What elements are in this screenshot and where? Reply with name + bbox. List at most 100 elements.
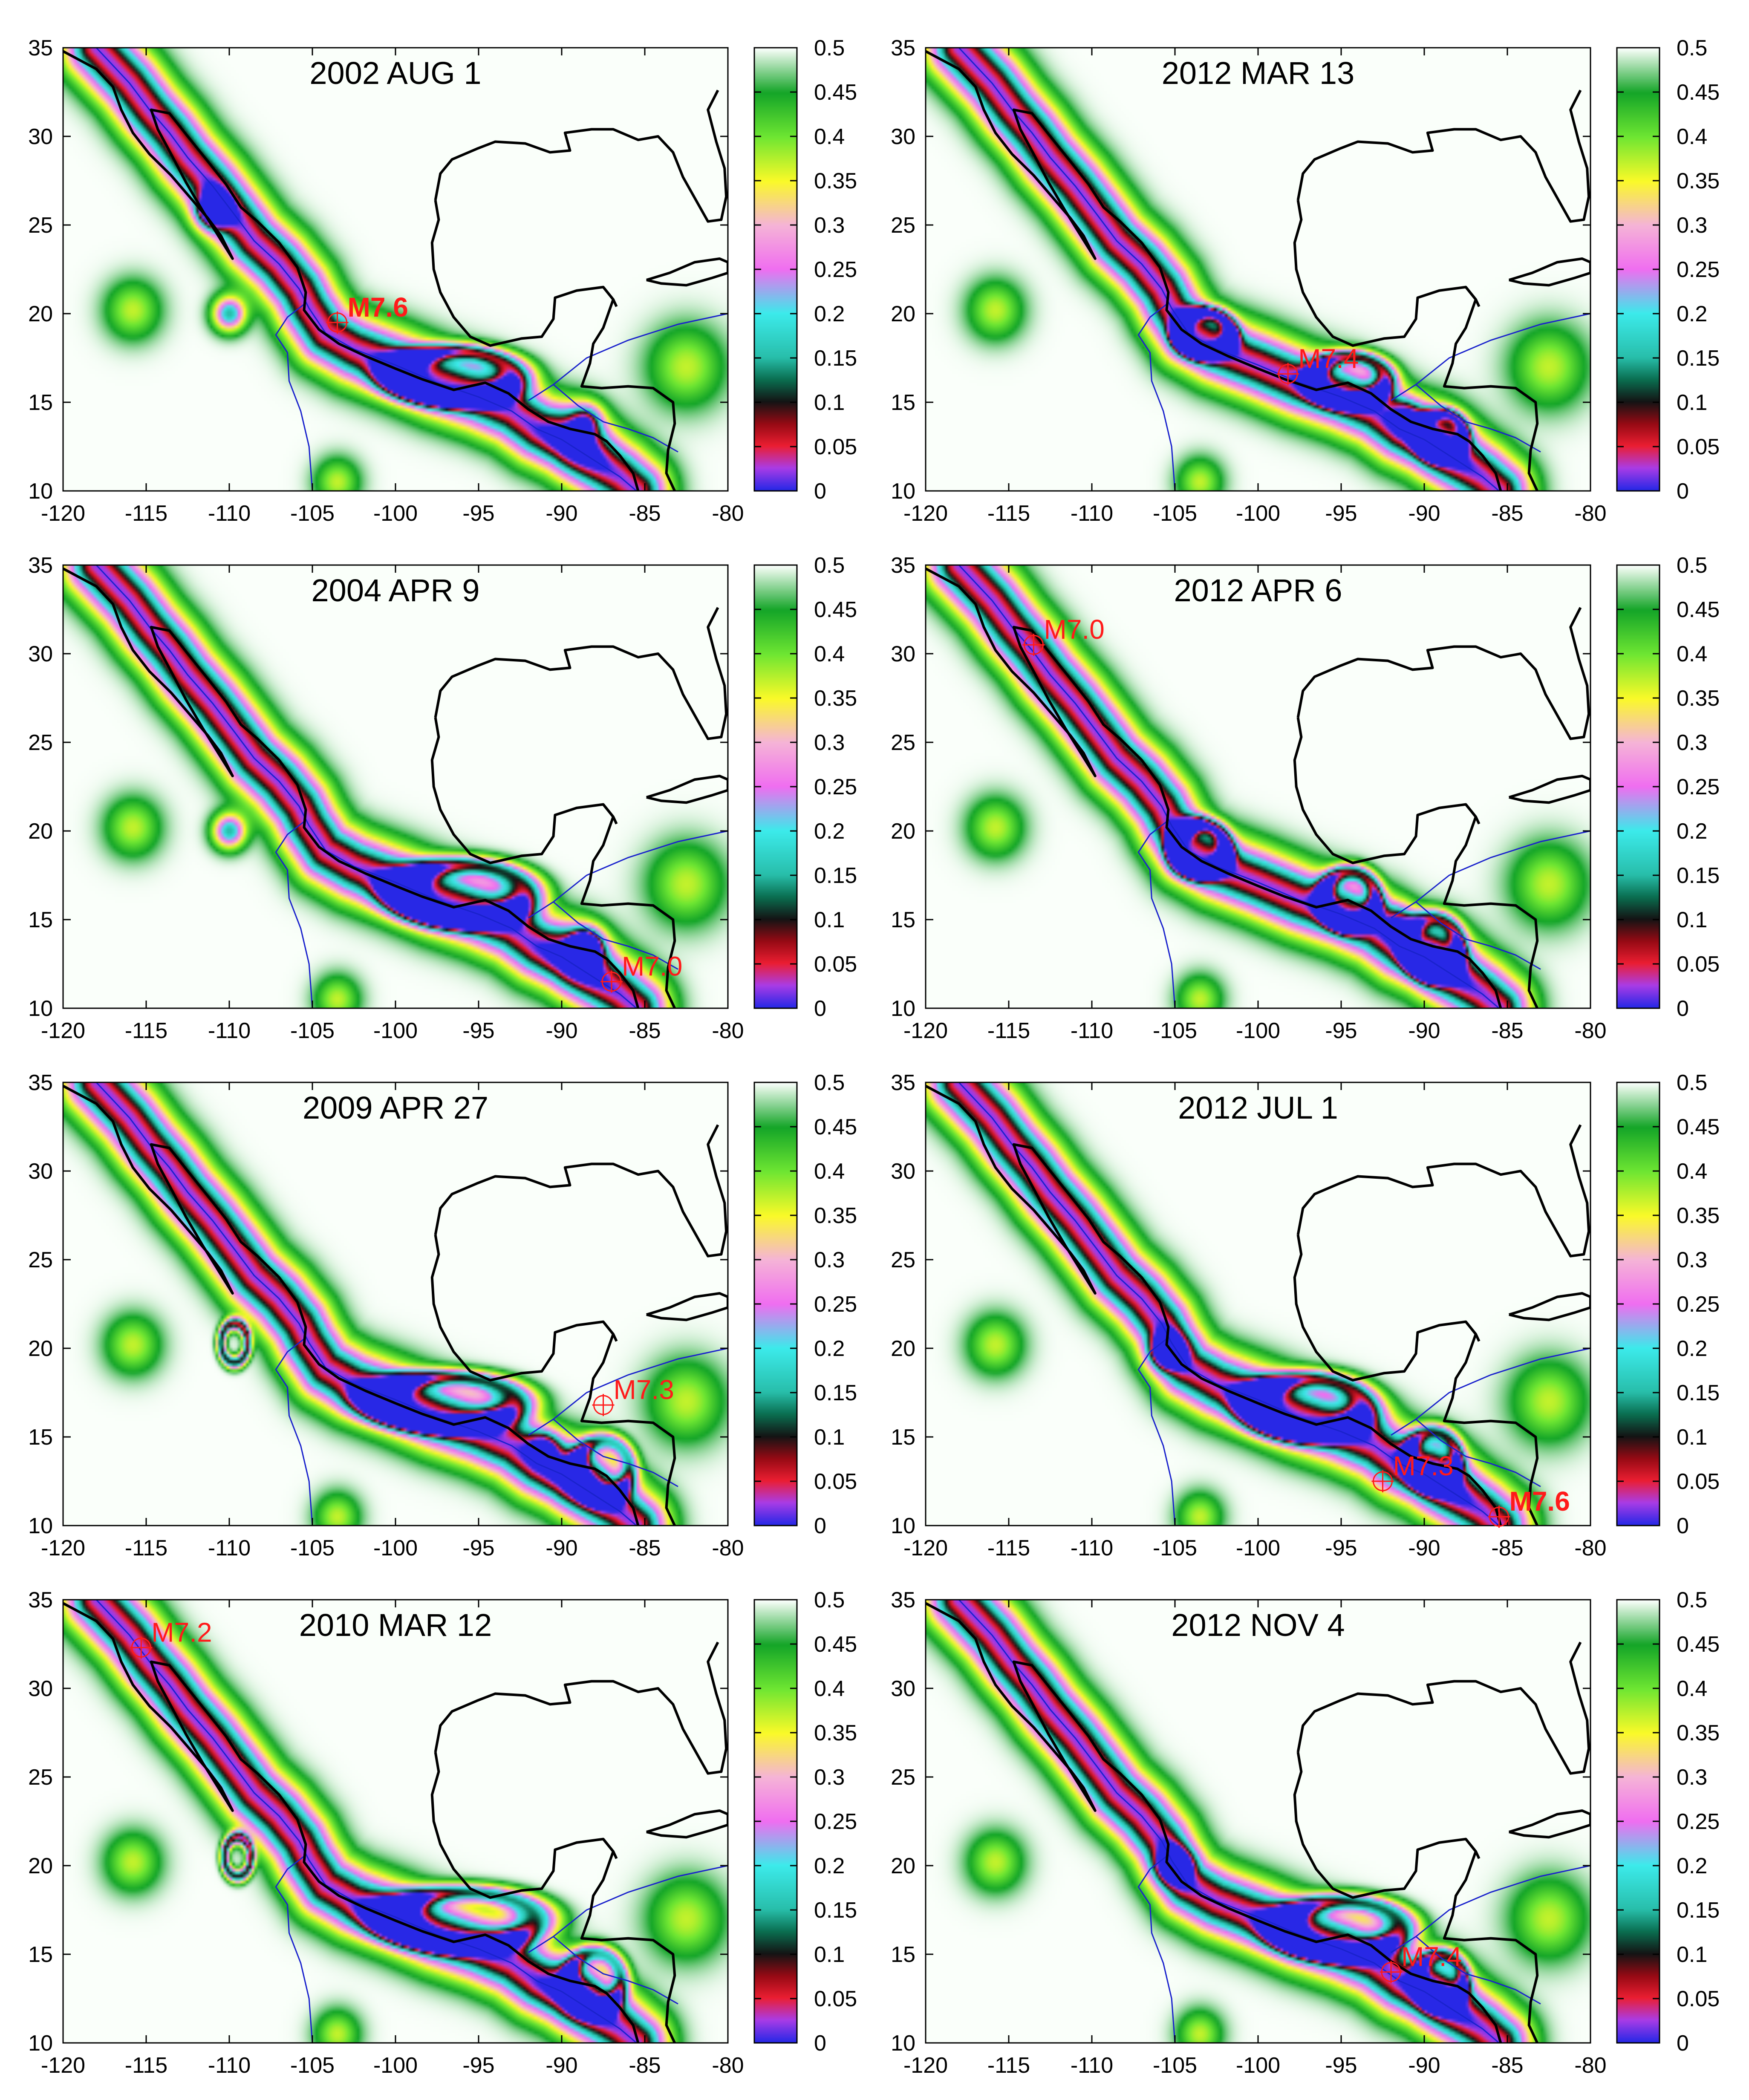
colorbar-tick-label: 0.5 xyxy=(814,1588,845,1612)
x-tick-label: -105 xyxy=(1153,1536,1197,1561)
plate-boundary-line xyxy=(1137,1854,1176,2043)
event-magnitude-label: M7.0 xyxy=(622,951,682,982)
coastline xyxy=(602,1321,618,1342)
x-tick-label: -90 xyxy=(1408,2053,1440,2078)
y-tick-label: 20 xyxy=(891,1336,915,1361)
x-tick-label: -90 xyxy=(545,2053,577,2078)
colorbar-tick-label: 0.5 xyxy=(814,553,845,578)
x-tick-label: -110 xyxy=(1071,501,1113,526)
x-tick-label: -80 xyxy=(1574,501,1606,526)
plate-boundary-line xyxy=(553,1936,678,2005)
plate-boundary-line xyxy=(1415,1936,1541,2005)
event-magnitude-label: M7.6 xyxy=(1509,1486,1570,1517)
colorbar-tick-label: 0.25 xyxy=(814,257,857,282)
colorbar-tick-label: 0.15 xyxy=(814,863,857,888)
colorbar-tick-label: 0.45 xyxy=(814,80,857,105)
colorbar xyxy=(1617,1082,1660,1526)
panel-title: 2002 AUG 1 xyxy=(309,55,481,91)
colorbar-tick-label: 0 xyxy=(1677,479,1689,504)
y-tick-label: 10 xyxy=(28,1514,53,1538)
x-tick-label: -90 xyxy=(545,501,577,526)
probability-heatmap xyxy=(926,565,1590,1008)
x-tick-label: -120 xyxy=(41,1018,85,1043)
geography-layer xyxy=(926,1600,1590,2043)
colorbar-tick-label: 0.35 xyxy=(814,169,857,193)
x-tick-label: -120 xyxy=(41,501,85,526)
colorbar xyxy=(754,1082,797,1526)
plate-boundary-line xyxy=(958,48,1500,491)
coastline xyxy=(602,803,618,825)
y-tick-label: 25 xyxy=(28,213,53,238)
y-tick-label: 35 xyxy=(891,553,915,578)
colorbar-tick-label: 0.4 xyxy=(814,1676,845,1701)
plate-boundary-line xyxy=(95,48,637,491)
colorbar-tick-label: 0.05 xyxy=(814,1987,857,2011)
colorbar-tick-label: 0.15 xyxy=(814,1381,857,1405)
colorbar-tick-label: 0.1 xyxy=(814,390,845,415)
coastline xyxy=(1296,89,1590,223)
colorbar-tick-label: 0.05 xyxy=(1677,435,1720,459)
colorbar-tick-label: 0.35 xyxy=(814,1721,857,1745)
plate-boundary-line xyxy=(95,1082,637,1526)
map-panel: -120 -115 -110 -105 -100 -95 -90 -85 -80 35 30 25 20… xyxy=(891,1070,1720,1561)
y-tick-label: 20 xyxy=(28,819,53,844)
x-tick-label: -115 xyxy=(987,1018,1030,1043)
event-magnitude-label: M7.2 xyxy=(151,1617,212,1647)
colorbar-tick-label: 0.2 xyxy=(814,302,845,326)
colorbar-tick-label: 0.3 xyxy=(1677,1765,1707,1790)
coastline xyxy=(646,1809,728,1839)
colorbar-tick-label: 0.3 xyxy=(814,730,845,755)
colorbar-tick-label: 0.35 xyxy=(1677,1721,1720,1745)
coastline xyxy=(602,1838,618,1859)
plate-boundary-line xyxy=(553,901,678,970)
colorbar-tick-label: 0.2 xyxy=(1677,302,1707,326)
plate-boundary-line xyxy=(553,384,678,453)
plate-boundary-line xyxy=(275,1854,313,2043)
geography-layer xyxy=(63,1600,728,2043)
y-tick-label: 35 xyxy=(28,36,53,61)
x-tick-label: -90 xyxy=(1408,1536,1440,1561)
x-tick-label: -90 xyxy=(545,1536,577,1561)
y-tick-label: 15 xyxy=(28,390,53,415)
panel-title: 2012 NOV 4 xyxy=(1171,1607,1345,1643)
x-tick-label: -85 xyxy=(1491,1536,1523,1561)
colorbar-tick-label: 0.1 xyxy=(1677,390,1707,415)
x-tick-label: -100 xyxy=(373,2053,418,2078)
colorbar-tick-label: 0.05 xyxy=(814,435,857,459)
x-tick-label: -105 xyxy=(1153,1018,1197,1043)
y-tick-label: 10 xyxy=(891,2031,915,2056)
y-tick-label: 35 xyxy=(891,36,915,61)
y-tick-label: 25 xyxy=(891,1765,915,1790)
colorbar-tick-label: 0.4 xyxy=(1677,1676,1707,1701)
coastline xyxy=(434,89,728,223)
map-panel: -120 -115 -110 -105 -100 -95 -90 -85 -80 35 30 25 20… xyxy=(28,1588,857,2078)
colorbar-tick-label: 0 xyxy=(814,2031,826,2056)
colorbar-tick-label: 0.1 xyxy=(814,1425,845,1450)
y-tick-label: 30 xyxy=(28,1159,53,1184)
x-tick-label: -120 xyxy=(41,1536,85,1561)
y-tick-label: 25 xyxy=(28,730,53,755)
plate-boundary-line xyxy=(95,1600,637,2043)
x-tick-label: -115 xyxy=(125,1018,167,1043)
map-panel: -120 -115 -110 -105 -100 -95 -90 -85 -80 35 30 25 20… xyxy=(891,553,1720,1043)
panel-title: 2012 MAR 13 xyxy=(1162,55,1355,91)
coastline xyxy=(1465,1321,1481,1342)
x-tick-label: -110 xyxy=(1071,2053,1113,2078)
colorbar-tick-label: 0 xyxy=(814,479,826,504)
colorbar-tick-label: 0.4 xyxy=(814,1159,845,1184)
y-tick-label: 25 xyxy=(28,1765,53,1790)
x-tick-label: -95 xyxy=(462,1018,494,1043)
y-tick-label: 20 xyxy=(891,1854,915,1878)
coastline xyxy=(602,286,618,307)
colorbar-tick-label: 0.45 xyxy=(1677,1632,1720,1657)
colorbar-tick-label: 0.3 xyxy=(1677,730,1707,755)
event-magnitude-label: M7.4 xyxy=(1298,343,1359,374)
colorbar-tick-label: 0.5 xyxy=(1677,36,1707,61)
colorbar-tick-label: 0.15 xyxy=(814,346,857,371)
y-tick-label: 20 xyxy=(891,819,915,844)
y-tick-label: 20 xyxy=(28,302,53,326)
colorbar-tick-label: 0.3 xyxy=(814,213,845,238)
colorbar-tick-label: 0.15 xyxy=(1677,1381,1720,1405)
panel-title: 2010 MAR 12 xyxy=(299,1607,492,1643)
